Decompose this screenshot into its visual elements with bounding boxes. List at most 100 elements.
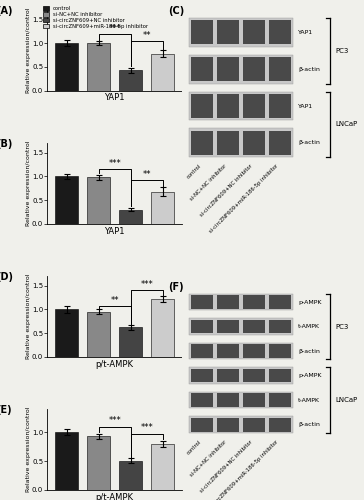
- Bar: [87, 43, 110, 90]
- Bar: [189, 55, 293, 84]
- Bar: [243, 344, 265, 358]
- Text: p-AMPK: p-AMPK: [298, 300, 321, 304]
- Bar: [269, 20, 290, 44]
- Bar: [217, 394, 239, 407]
- Text: t-AMPK: t-AMPK: [298, 324, 320, 329]
- Bar: [191, 94, 213, 118]
- Text: PC3: PC3: [335, 324, 349, 330]
- Bar: [191, 131, 213, 155]
- Bar: [217, 131, 239, 155]
- Bar: [191, 320, 213, 334]
- Text: (C): (C): [168, 6, 184, 16]
- Text: si-circZNF609+NC inhibitor: si-circZNF609+NC inhibitor: [199, 163, 254, 218]
- Text: β-actin: β-actin: [298, 140, 320, 145]
- Bar: [269, 369, 290, 382]
- Bar: [243, 369, 265, 382]
- Bar: [191, 20, 213, 44]
- Bar: [243, 394, 265, 407]
- Bar: [269, 394, 290, 407]
- Bar: [189, 18, 293, 47]
- Text: control: control: [186, 439, 202, 456]
- Text: control: control: [186, 163, 202, 180]
- Y-axis label: Relative expression/control: Relative expression/control: [25, 140, 31, 226]
- Text: PC3: PC3: [335, 48, 349, 54]
- Bar: [87, 436, 110, 490]
- Bar: [191, 394, 213, 407]
- Bar: [191, 418, 213, 432]
- Bar: [55, 176, 78, 224]
- Text: YAP1: YAP1: [298, 104, 313, 108]
- Text: (D): (D): [0, 272, 13, 282]
- Bar: [217, 94, 239, 118]
- Text: LNCaP: LNCaP: [335, 122, 358, 128]
- Bar: [151, 299, 174, 357]
- Bar: [189, 128, 293, 157]
- Bar: [217, 295, 239, 309]
- Bar: [243, 20, 265, 44]
- Text: ***: ***: [108, 160, 121, 168]
- Text: β-actin: β-actin: [298, 422, 320, 427]
- Bar: [119, 328, 142, 357]
- Bar: [269, 418, 290, 432]
- Bar: [119, 460, 142, 490]
- Bar: [217, 418, 239, 432]
- Bar: [269, 320, 290, 334]
- Text: si-NC+NC inhibitor: si-NC+NC inhibitor: [190, 439, 228, 478]
- Bar: [151, 444, 174, 490]
- Y-axis label: Relative expression/control: Relative expression/control: [25, 8, 31, 93]
- Bar: [189, 318, 293, 335]
- Text: (A): (A): [0, 6, 13, 16]
- Bar: [55, 310, 78, 357]
- Bar: [217, 20, 239, 44]
- Text: (F): (F): [168, 282, 183, 292]
- Bar: [119, 210, 142, 224]
- Text: **: **: [142, 170, 151, 179]
- Bar: [243, 295, 265, 309]
- Bar: [269, 344, 290, 358]
- Bar: [243, 57, 265, 81]
- Bar: [191, 344, 213, 358]
- Text: ***: ***: [141, 424, 153, 432]
- Bar: [87, 178, 110, 224]
- Y-axis label: Relative expression/control: Relative expression/control: [25, 407, 31, 492]
- Text: LNCaP: LNCaP: [335, 397, 358, 403]
- X-axis label: YAP1: YAP1: [104, 226, 125, 235]
- Text: (B): (B): [0, 139, 12, 149]
- Text: ***: ***: [108, 416, 121, 426]
- Bar: [151, 192, 174, 224]
- Bar: [217, 320, 239, 334]
- Bar: [191, 369, 213, 382]
- Text: si-circZNF609+NC inhibitor: si-circZNF609+NC inhibitor: [199, 439, 254, 494]
- Bar: [243, 94, 265, 118]
- Bar: [55, 432, 78, 490]
- Text: si-circZNF609+miR-186-5p inhibitor: si-circZNF609+miR-186-5p inhibitor: [209, 439, 280, 500]
- Bar: [55, 43, 78, 90]
- Bar: [87, 312, 110, 357]
- Text: p-AMPK: p-AMPK: [298, 373, 321, 378]
- Y-axis label: Relative expression/control: Relative expression/control: [25, 274, 31, 360]
- X-axis label: YAP1: YAP1: [104, 94, 125, 102]
- Bar: [191, 57, 213, 81]
- Bar: [269, 295, 290, 309]
- Bar: [189, 392, 293, 408]
- Bar: [189, 343, 293, 359]
- Bar: [189, 294, 293, 310]
- Bar: [191, 295, 213, 309]
- Bar: [217, 369, 239, 382]
- Bar: [269, 131, 290, 155]
- Bar: [217, 57, 239, 81]
- Bar: [269, 57, 290, 81]
- Bar: [151, 54, 174, 90]
- Text: **: **: [110, 296, 119, 304]
- Bar: [269, 94, 290, 118]
- Bar: [189, 368, 293, 384]
- Bar: [189, 416, 293, 433]
- Bar: [189, 92, 293, 120]
- Text: (E): (E): [0, 406, 12, 415]
- Bar: [243, 320, 265, 334]
- Text: si-circZNF609+miR-186-5p inhibitor: si-circZNF609+miR-186-5p inhibitor: [209, 163, 280, 234]
- Text: ***: ***: [108, 24, 121, 33]
- Bar: [119, 70, 142, 90]
- Legend: control, si-NC+NC inhibitor, si-circZNF609+NC inhibitor, si-circZNF609+miR-186-5: control, si-NC+NC inhibitor, si-circZNF6…: [43, 6, 148, 29]
- Bar: [243, 418, 265, 432]
